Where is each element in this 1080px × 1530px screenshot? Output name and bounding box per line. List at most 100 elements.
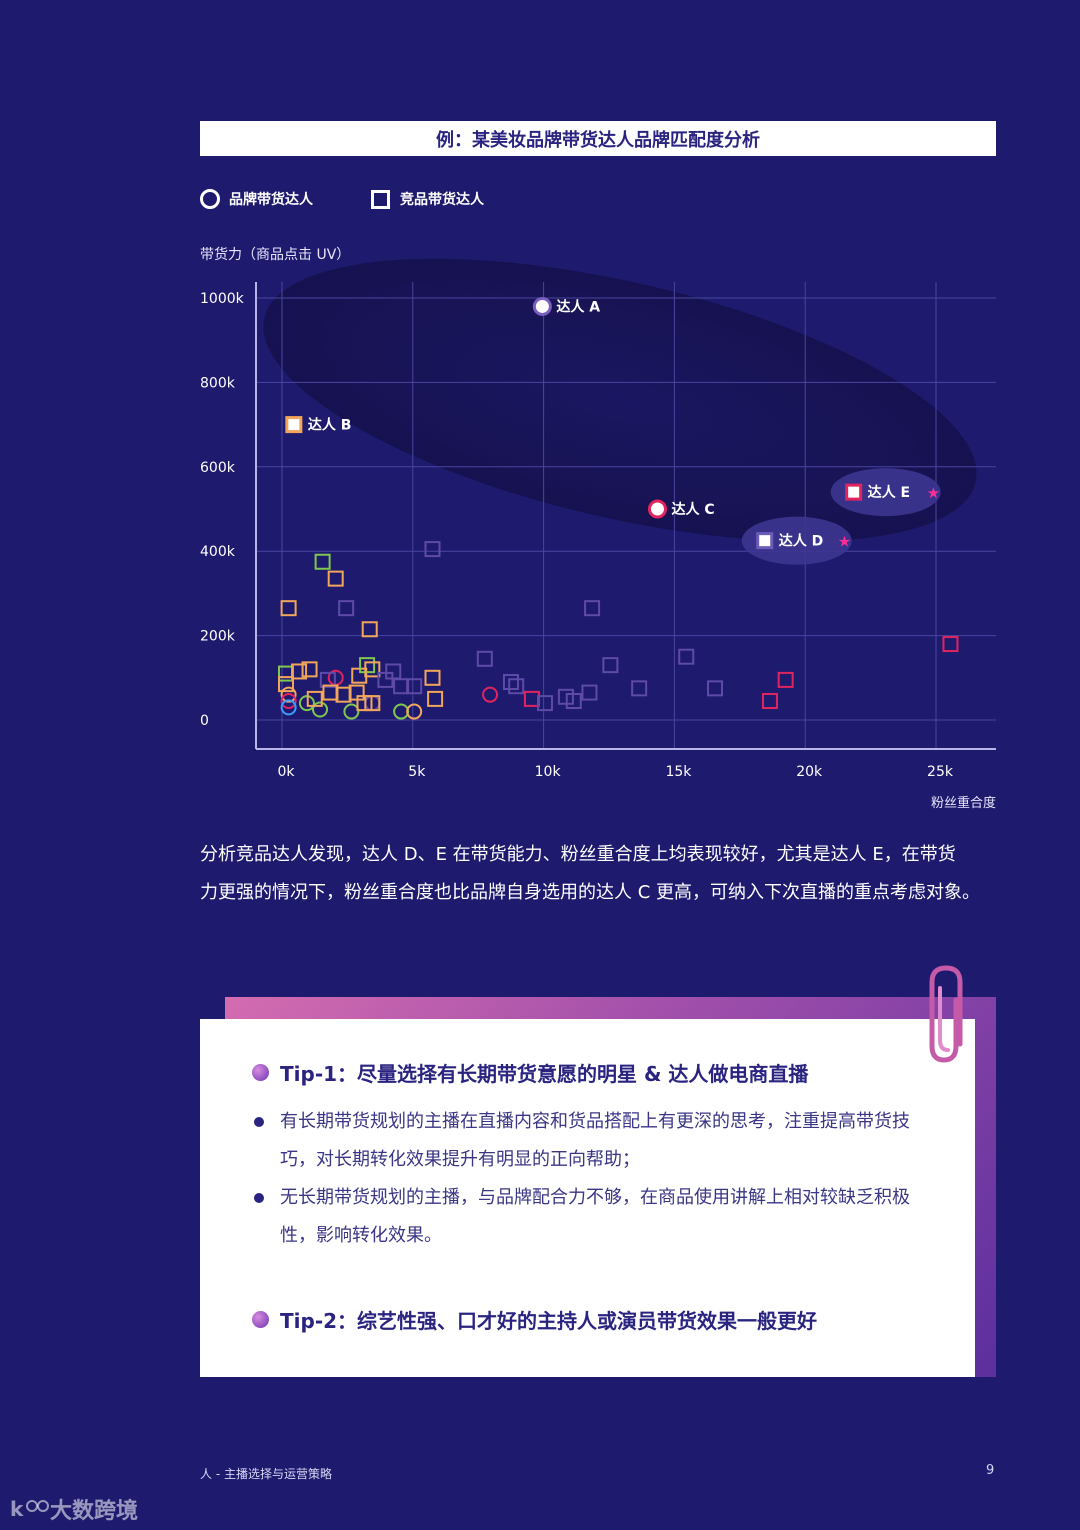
data-point-circle (343, 703, 360, 720)
paperclip-icon (929, 965, 963, 1063)
highlight-label: 达人 D (779, 533, 824, 550)
data-point-square (359, 657, 376, 674)
data-point-square (364, 695, 381, 712)
x-tick-label: 5k (408, 764, 426, 780)
x-tick-label: 10k (535, 764, 562, 780)
y-tick-label: 200k (200, 629, 236, 645)
legend-item-competitor: 竞品带货达人 (371, 189, 484, 209)
data-point-square (424, 541, 441, 558)
data-point-square (427, 690, 444, 707)
circle-marker-icon (200, 189, 220, 209)
data-point-square (536, 695, 553, 712)
data-point-square (508, 678, 525, 695)
y-tick-label: 600k (200, 460, 236, 476)
data-point-circle (406, 703, 423, 720)
data-point-square (314, 553, 331, 570)
analysis-line-1: 分析竞品达人发现，达人 D、E 在带货能力、粉丝重合度上均表现较好，尤其是达人 … (200, 844, 956, 865)
watermark-logo-icon: k (10, 1497, 49, 1521)
chart-title: 例：某美妆品牌带货达人品牌匹配度分析 (200, 121, 996, 156)
y-tick-label: 1000k (200, 291, 245, 307)
highlight-badge (830, 468, 941, 517)
highlight-point-circle (647, 499, 667, 519)
data-point-square (306, 690, 323, 707)
data-point-square (707, 680, 724, 697)
data-point-square (565, 693, 582, 710)
x-tick-label: 20k (796, 764, 823, 780)
bullet-orb-icon (252, 1064, 269, 1081)
data-point-circle (482, 686, 499, 703)
data-point-square (777, 671, 794, 688)
list-item: 无长期带货规划的主播，与品牌配合力不够，在商品使用讲解上相对较缺乏积极性，影响转… (254, 1179, 944, 1255)
page-number: 9 (986, 1463, 995, 1478)
data-point-square (393, 678, 410, 695)
y-tick-label: 0 (200, 713, 209, 729)
bullet-dot-icon (254, 1193, 264, 1203)
data-point-circle (312, 701, 329, 718)
svg-text:k: k (10, 1497, 24, 1521)
data-point-square (364, 661, 381, 678)
watermark: k 大数跨境 (10, 1493, 138, 1525)
x-tick-label: 25k (927, 764, 954, 780)
data-point-circle (280, 693, 297, 710)
analysis-line-2: 力更强的情况下，粉丝重合度也比品牌自身选用的达人 C 更高，可纳入下次直播的重点… (200, 882, 981, 903)
highlight-label: 达人 B (308, 417, 352, 434)
data-point-square (278, 676, 294, 693)
tip2-title: Tip-2：综艺性强、口才好的主持人或演员带货效果一般更好 (280, 1309, 818, 1333)
data-point-square (476, 650, 493, 667)
legend-item-brand: 品牌带货达人 (200, 189, 313, 209)
data-point-square (424, 669, 441, 686)
list-item: 有长期带货规划的主播在直播内容和货品搭配上有更深的思考，注重提高带货技巧，对长期… (254, 1103, 944, 1179)
data-point-square (319, 671, 336, 688)
x-tick-label: 15k (665, 764, 692, 780)
tip1-heading: Tip-1：尽量选择有长期带货意愿的明星 & 达人做电商直播 (252, 1058, 808, 1087)
watermark-text: 大数跨境 (50, 1499, 139, 1524)
legend-label-brand: 品牌带货达人 (229, 192, 313, 208)
tip1-title: Tip-1：尽量选择有长期带货意愿的明星 & 达人做电商直播 (280, 1062, 809, 1086)
tip1-bullet-1: 有长期带货规划的主播在直播内容和货品搭配上有更深的思考，注重提高带货技巧，对长期… (280, 1111, 910, 1170)
bullet-orb-icon (252, 1311, 269, 1328)
highlight-region (263, 258, 977, 542)
data-point-square (301, 661, 318, 678)
tip1-bullets: 有长期带货规划的主播在直播内容和货品搭配上有更深的思考，注重提高带货技巧，对长期… (254, 1103, 944, 1255)
data-point-square (406, 678, 423, 695)
data-point-square (327, 570, 344, 587)
tip-card: Tip-1：尽量选择有长期带货意愿的明星 & 达人做电商直播 有长期带货规划的主… (200, 1019, 975, 1377)
x-tick-label: 0k (277, 764, 295, 780)
data-point-square (602, 657, 619, 674)
legend-label-competitor: 竞品带货达人 (400, 192, 484, 208)
highlight-point-square (845, 483, 863, 501)
square-marker-icon (371, 189, 390, 209)
data-point-square (335, 686, 352, 703)
data-point-square (361, 621, 378, 638)
data-point-square (291, 663, 308, 680)
data-point-square (761, 693, 778, 710)
analysis-text: 分析竞品达人发现，达人 D、E 在带货能力、粉丝重合度上均表现较好，尤其是达人 … (200, 836, 1000, 912)
data-point-square (584, 600, 601, 617)
y-tick-label: 400k (200, 544, 236, 560)
tip1-bullet-2: 无长期带货规划的主播，与品牌配合力不够，在商品使用讲解上相对较缺乏积极性，影响转… (280, 1187, 910, 1246)
data-point-square (523, 690, 540, 707)
tip2-heading: Tip-2：综艺性强、口才好的主持人或演员带货效果一般更好 (252, 1305, 817, 1334)
star-icon: ★ (838, 533, 851, 551)
highlight-point-square (285, 416, 303, 434)
data-point-square (678, 648, 695, 665)
highlight-label: 达人 C (671, 501, 714, 518)
data-point-square (581, 684, 598, 701)
data-point-square (502, 674, 519, 691)
scatter-chart: 0k 5k 10k 15k 20k 25k 0 200k 400k 600k 800k 1000k 达… (200, 258, 996, 780)
data-point-square (278, 665, 294, 682)
data-point-circle (393, 703, 410, 720)
highlight-point-circle (532, 296, 552, 316)
bullet-dot-icon (254, 1117, 264, 1127)
data-point-square (631, 680, 648, 697)
x-axis-title: 粉丝重合度 (930, 796, 996, 811)
data-point-circle (280, 699, 297, 716)
data-point-square (280, 600, 297, 617)
highlight-badge (741, 516, 852, 565)
y-axis-title: 带货力（商品点击 UV） (200, 247, 351, 263)
star-icon: ★ (927, 484, 940, 502)
highlight-label: 达人 E (868, 484, 910, 501)
data-point-square (338, 600, 355, 617)
data-point-square (942, 636, 959, 653)
highlight-point-square (756, 532, 774, 550)
